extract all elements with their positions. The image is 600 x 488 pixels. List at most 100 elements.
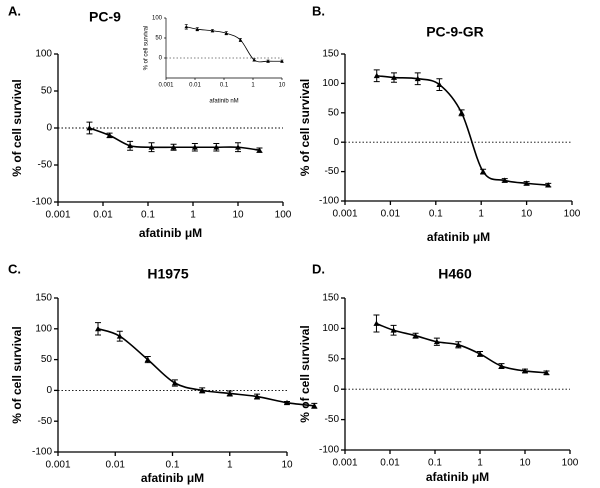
fit-line bbox=[376, 322, 547, 374]
x-axis-label: afatinib nM bbox=[209, 99, 238, 105]
panel-label: C. bbox=[8, 261, 21, 276]
y-tick-label: 100 bbox=[322, 78, 339, 89]
y-axis-label: % of cell survival bbox=[298, 79, 312, 176]
x-tick-label: 100 bbox=[275, 210, 292, 221]
data-point bbox=[545, 182, 552, 188]
x-tick-label: 0.001 bbox=[158, 83, 174, 89]
x-axis-label: afatinib μM bbox=[139, 226, 202, 240]
data-point bbox=[284, 399, 290, 406]
y-axis-label: % of cell survival bbox=[144, 26, 150, 71]
data-point bbox=[116, 333, 123, 339]
fit-line bbox=[376, 74, 549, 186]
y-tick-label: 0 bbox=[333, 137, 339, 148]
y-axis-label: % of cell survival bbox=[298, 325, 312, 422]
x-tick-label: 0.1 bbox=[141, 210, 155, 221]
data-point bbox=[455, 341, 462, 348]
data-point bbox=[501, 177, 508, 183]
data-point bbox=[191, 144, 198, 150]
y-tick-label: -50 bbox=[325, 414, 340, 425]
data-point bbox=[477, 350, 483, 357]
x-tick-label: 0.001 bbox=[45, 460, 70, 471]
x-tick-label: 0.1 bbox=[428, 458, 442, 469]
fit-line bbox=[186, 26, 283, 63]
panel-label: A. bbox=[8, 3, 21, 18]
y-tick-label: 0 bbox=[46, 385, 52, 396]
data-point bbox=[436, 81, 443, 87]
x-axis-label: afatinib μM bbox=[426, 470, 489, 484]
y-tick-label: 100 bbox=[35, 323, 52, 334]
y-tick-label: 0 bbox=[46, 123, 52, 134]
panel-label: B. bbox=[312, 3, 325, 18]
y-tick-label: -100 bbox=[32, 447, 52, 458]
x-tick-label: 0.01 bbox=[189, 83, 201, 89]
data-point bbox=[195, 27, 200, 31]
x-tick-label: 1 bbox=[478, 209, 484, 220]
y-tick-label: 50 bbox=[328, 107, 340, 118]
x-tick-label: 10 bbox=[281, 460, 293, 471]
x-tick-label: 1 bbox=[477, 458, 483, 469]
data-point bbox=[106, 132, 113, 138]
y-tick-label: 50 bbox=[41, 86, 53, 97]
data-point bbox=[171, 380, 178, 386]
data-point bbox=[199, 387, 206, 393]
x-tick-label: 1 bbox=[227, 460, 233, 471]
y-tick-label: 50 bbox=[41, 354, 53, 365]
x-tick-label: 0.001 bbox=[45, 210, 70, 221]
x-tick-label: 10 bbox=[279, 83, 286, 89]
data-point bbox=[480, 168, 487, 174]
data-point bbox=[280, 59, 284, 63]
data-point bbox=[498, 363, 505, 369]
x-tick-label: 0.1 bbox=[166, 460, 180, 471]
data-point bbox=[184, 25, 189, 29]
data-point bbox=[390, 327, 397, 333]
y-tick-label: -100 bbox=[319, 196, 339, 207]
y-tick-label: -50 bbox=[38, 416, 53, 427]
y-tick-label: 50 bbox=[328, 353, 340, 364]
data-point bbox=[213, 144, 220, 150]
data-point bbox=[412, 332, 419, 339]
x-tick-label: 0.01 bbox=[381, 209, 401, 220]
x-tick-label: 10 bbox=[519, 458, 531, 469]
x-tick-label: 0.01 bbox=[380, 458, 400, 469]
data-point bbox=[235, 144, 241, 150]
panel-label: D. bbox=[312, 261, 325, 276]
data-point bbox=[390, 74, 397, 80]
x-tick-label: 0.01 bbox=[106, 460, 126, 471]
data-point bbox=[523, 180, 530, 186]
y-axis-label: % of cell survival bbox=[10, 326, 24, 423]
y-tick-label: 0 bbox=[333, 384, 339, 395]
data-point bbox=[543, 369, 550, 376]
x-tick-label: 1 bbox=[190, 210, 196, 221]
data-point bbox=[252, 58, 257, 62]
x-axis-label: afatinib μM bbox=[141, 471, 204, 485]
x-tick-label: 10 bbox=[232, 210, 244, 221]
data-point bbox=[414, 75, 421, 82]
y-tick-label: -100 bbox=[32, 197, 52, 208]
x-tick-label: 0.001 bbox=[332, 458, 357, 469]
data-point bbox=[127, 142, 134, 149]
data-point bbox=[144, 356, 151, 362]
data-point bbox=[266, 59, 270, 63]
y-tick-label: 150 bbox=[322, 293, 339, 304]
data-point bbox=[373, 320, 380, 326]
data-point bbox=[238, 38, 243, 42]
data-point bbox=[224, 31, 229, 35]
x-tick-label: 0.01 bbox=[93, 210, 113, 221]
y-tick-label: -100 bbox=[319, 445, 339, 456]
data-point bbox=[148, 144, 155, 150]
x-tick-label: 0.1 bbox=[220, 83, 229, 89]
data-point bbox=[226, 390, 233, 396]
y-tick-label: 150 bbox=[322, 49, 339, 60]
x-tick-label: 100 bbox=[562, 458, 579, 469]
x-tick-label: 100 bbox=[564, 209, 581, 220]
data-point bbox=[254, 393, 261, 399]
y-tick-label: -50 bbox=[38, 160, 53, 171]
data-point bbox=[210, 29, 215, 33]
chart-title: PC-9-GR bbox=[426, 24, 484, 40]
data-point bbox=[170, 144, 177, 150]
y-tick-label: 100 bbox=[35, 49, 52, 60]
y-tick-label: 0 bbox=[159, 56, 163, 62]
data-point bbox=[311, 402, 318, 409]
chart-title: H460 bbox=[438, 266, 472, 282]
